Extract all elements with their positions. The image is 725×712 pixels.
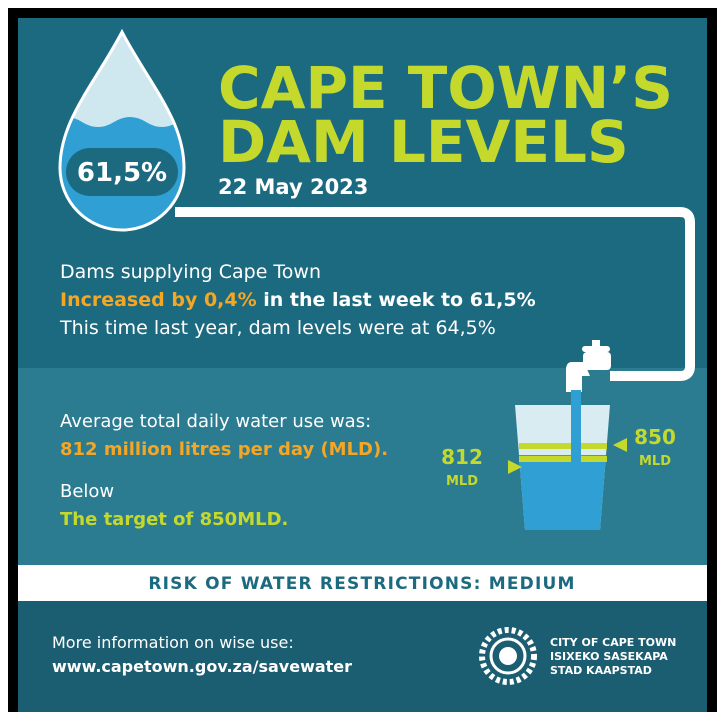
dams-line2-rest: in the last week to 61,5% bbox=[257, 289, 536, 311]
logo-line2: ISIXEKO SASEKAPA bbox=[550, 650, 668, 663]
glass bbox=[515, 405, 610, 530]
actual-unit: MLD bbox=[446, 474, 478, 489]
footer-info: More information on wise use: bbox=[52, 633, 294, 652]
usage-line4: The target of 850MLD. bbox=[60, 509, 288, 530]
dams-highlight: Increased by 0,4% bbox=[60, 289, 257, 311]
date: 22 May 2023 bbox=[218, 175, 368, 199]
dams-line3: This time last year, dam levels were at … bbox=[59, 317, 496, 339]
actual-value: 812 bbox=[441, 445, 483, 469]
page: 61,5% CAPE TOWN’S DAM LEVELS 22 May 2023… bbox=[0, 0, 725, 712]
risk-level: RISK OF WATER RESTRICTIONS: MEDIUM bbox=[148, 574, 575, 594]
dam-level: 61,5% bbox=[77, 158, 167, 188]
usage-line1: Average total daily water use was: bbox=[60, 411, 371, 432]
title-line2: DAM LEVELS bbox=[218, 108, 629, 176]
logo-line1: CITY OF CAPE TOWN bbox=[550, 636, 676, 649]
logo-line3: STAD KAAPSTAD bbox=[550, 664, 652, 677]
infographic: 61,5% CAPE TOWN’S DAM LEVELS 22 May 2023… bbox=[0, 0, 725, 712]
footer-url: www.capetown.gov.za/savewater bbox=[52, 657, 352, 676]
target-unit: MLD bbox=[639, 454, 671, 469]
dams-line2: Increased by 0,4% in the last week to 61… bbox=[60, 289, 536, 311]
usage-line3: Below bbox=[60, 481, 114, 502]
usage-line2: 812 million litres per day (MLD). bbox=[60, 439, 388, 460]
target-value: 850 bbox=[634, 425, 676, 449]
dams-line1: Dams supplying Cape Town bbox=[60, 261, 321, 283]
